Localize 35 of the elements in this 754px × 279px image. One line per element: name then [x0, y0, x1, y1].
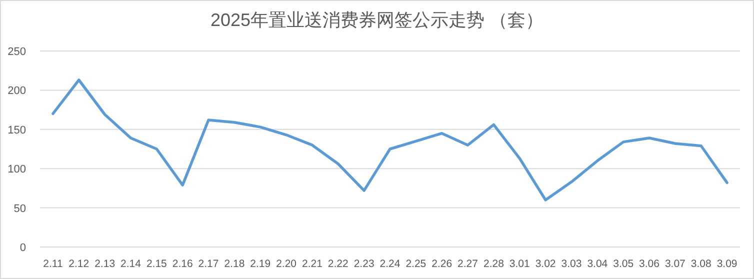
x-tick-label: 2.14	[120, 258, 142, 270]
x-tick-label: 3.05	[613, 258, 634, 270]
x-tick-label: 2.17	[198, 258, 219, 270]
y-tick-label: 150	[8, 124, 26, 136]
x-tick-label: 2.28	[483, 258, 504, 270]
chart-title: 2025年置业送消费券网签公示走势 （套）	[210, 10, 544, 30]
y-tick-label: 50	[14, 202, 26, 215]
x-tick-label: 3.07	[664, 258, 686, 270]
x-tick-label: 3.01	[509, 258, 530, 270]
x-tick-label: 2.21	[302, 258, 323, 270]
x-tick-label: 2.12	[68, 258, 90, 270]
x-tick-label: 2.11	[43, 258, 63, 270]
x-tick-label: 2.25	[406, 258, 426, 270]
x-tick-label: 2.24	[380, 258, 400, 270]
x-tick-label: 2.16	[172, 258, 193, 270]
x-tick-label: 2.27	[458, 258, 478, 270]
x-tick-label: 3.09	[716, 258, 738, 270]
x-tick-label: 2.20	[276, 258, 297, 270]
x-tick-label: 2.19	[250, 258, 271, 270]
y-tick-label: 0	[20, 242, 26, 254]
x-tick-label: 2.15	[146, 258, 168, 270]
x-tick-label: 2.23	[354, 258, 374, 270]
x-tick-label: 3.02	[535, 258, 556, 270]
x-tick-label: 3.04	[587, 258, 608, 270]
x-tick-label: 2.13	[94, 258, 116, 270]
y-tick-label: 200	[8, 85, 26, 98]
y-tick-label: 100	[8, 164, 26, 176]
x-tick-label: 3.06	[639, 258, 660, 270]
y-tick-label: 250	[8, 46, 26, 58]
line-series	[52, 78, 728, 202]
x-tick-label: 2.26	[432, 258, 452, 270]
x-tick-label: 2.22	[328, 258, 349, 270]
x-tick-label: 2.18	[224, 258, 245, 270]
x-tick-label: 3.03	[561, 258, 582, 270]
x-tick-label: 3.08	[690, 258, 712, 270]
